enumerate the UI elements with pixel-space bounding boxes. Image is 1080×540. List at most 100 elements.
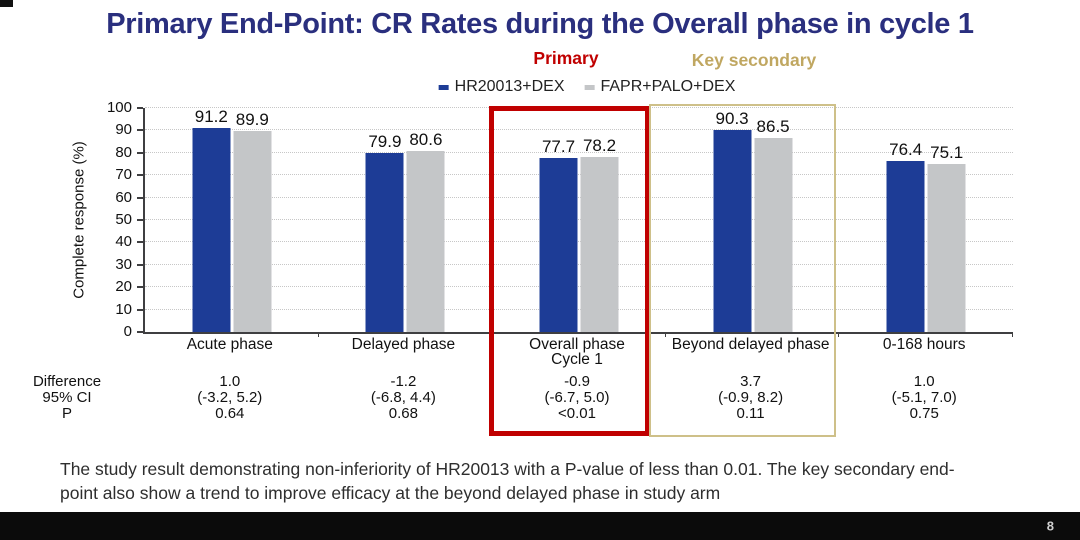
y-tick-label: 0	[123, 323, 132, 340]
footer-bar: 8	[0, 512, 1080, 540]
bar-value-label: 75.1	[930, 142, 964, 162]
legend-label-fapr: FAPR+PALO+DEX	[600, 78, 736, 95]
category-label: 0-168 hours	[883, 337, 966, 353]
bar-group: 79.9 80.6	[365, 130, 445, 332]
bar-column: 91.2	[192, 106, 231, 332]
bar-column: 90.3	[713, 108, 752, 332]
stat-value: (-6.7, 5.0)	[544, 389, 610, 406]
category-label-line: Cycle 1	[551, 351, 603, 368]
bar-column: 86.5	[754, 117, 793, 332]
bar-group: 76.4 75.1	[886, 139, 966, 332]
bar-fapr	[580, 156, 619, 332]
stat-value: 0.64	[215, 405, 245, 422]
stat-value: 0.75	[909, 405, 939, 422]
y-tick-label: 100	[106, 99, 132, 116]
bar-column: 76.4	[886, 139, 925, 332]
chart-legend: HR20013+DEX FAPR+PALO+DEX	[438, 78, 735, 96]
gridline	[145, 308, 1013, 310]
bar-value-label: 91.2	[194, 106, 228, 126]
y-tick-label: 80	[115, 143, 132, 161]
bar-fapr	[927, 163, 966, 332]
bar-value-label: 77.7	[541, 136, 576, 156]
gridline	[145, 241, 1013, 243]
y-tick-mark	[137, 331, 143, 333]
gridline	[145, 219, 1013, 220]
page-number: 8	[1046, 518, 1054, 534]
bar-column: 89.9	[233, 109, 272, 332]
primary-highlight-box	[488, 106, 650, 436]
stat-value: 0.11	[736, 405, 765, 422]
bar-value-label: 89.9	[235, 109, 269, 129]
y-tick-mark	[137, 107, 143, 109]
plot-area: 91.2 89.9 79.9 80.6 77.7 78.2 90.3 86.5 76.4 75.1	[137, 106, 1013, 337]
gridline	[145, 151, 1013, 153]
y-tick-mark	[137, 151, 143, 154]
y-tick-mark	[137, 308, 143, 311]
y-tick-label: 90	[115, 121, 132, 139]
category-label: Overall phase Cycle 1	[529, 336, 625, 368]
bar-value-label: 90.3	[715, 108, 749, 128]
summary-text: The study result demonstrating non-infer…	[60, 459, 955, 503]
legend-item-hr20013: HR20013+DEX	[438, 78, 564, 96]
y-axis-tick-labels: 0 10 20 30 40 50 60 70 80 90 100	[92, 100, 132, 339]
y-tick-mark	[137, 241, 143, 244]
y-tick-label: 50	[115, 211, 132, 228]
y-tick-mark	[137, 219, 143, 221]
y-tick-mark	[137, 129, 143, 132]
legend-marker-gray-icon	[584, 84, 595, 90]
category-label-line: Overall phase	[529, 336, 625, 353]
bar-value-label: 80.6	[409, 130, 443, 150]
x-tick-mark	[317, 332, 319, 337]
gridline	[145, 263, 1013, 265]
y-tick-mark	[137, 263, 143, 266]
category-label: Delayed phase	[352, 337, 455, 353]
stat-value: 1.0	[219, 373, 241, 390]
bar-group: 77.7 78.2	[539, 136, 619, 332]
slide-title: Primary End-Point: CR Rates during the O…	[106, 8, 974, 40]
y-tick-label: 10	[115, 300, 132, 318]
y-tick-mark	[137, 174, 143, 177]
bar-value-label: 76.4	[889, 139, 923, 159]
key-secondary-annotation: Key secondary	[691, 50, 817, 70]
category-label-line: Acute phase	[186, 336, 273, 353]
x-tick-mark	[1012, 332, 1013, 337]
category-label: Beyond delayed phase	[671, 336, 830, 353]
bar-fapr	[233, 130, 272, 332]
stat-row-label: P	[61, 405, 72, 422]
bar-fapr	[754, 138, 793, 332]
stat-value: 1.0	[913, 373, 935, 390]
stat-value: (-6.8, 4.4)	[370, 389, 436, 406]
y-tick-mark	[137, 196, 143, 199]
bar-hr20013	[886, 160, 925, 332]
y-axis-title: Complete response (%)	[70, 141, 88, 299]
stat-value: -0.9	[564, 373, 590, 390]
category-label-line: Beyond delayed phase	[671, 336, 830, 353]
bar-value-label: 79.9	[368, 132, 402, 152]
legend-item-fapr: FAPR+PALO+DEX	[584, 78, 735, 96]
category-label: Acute phase	[186, 336, 273, 353]
bar-hr20013	[192, 127, 231, 332]
bar-column: 79.9	[365, 132, 404, 332]
y-tick-label: 20	[115, 278, 132, 296]
bar-fapr	[406, 151, 445, 332]
y-tick-mark	[137, 286, 143, 289]
x-tick-mark	[838, 332, 840, 337]
bar-column: 77.7	[539, 136, 578, 332]
stat-value: (-5.1, 7.0)	[891, 389, 957, 406]
x-axis-labels: Acute phase Delayed phase Overall phase Cyc…	[143, 337, 1011, 369]
bar-column: 75.1	[927, 142, 966, 332]
stat-row-label: 95% CI	[42, 389, 92, 406]
stat-value: -1.2	[390, 373, 417, 390]
stat-value: (-3.2, 5.2)	[197, 389, 263, 406]
bar-group: 91.2 89.9	[192, 106, 272, 332]
stat-value: (-0.9, 8.2)	[718, 389, 784, 406]
y-tick-label: 70	[115, 166, 132, 184]
legend-marker-blue-icon	[438, 84, 449, 90]
stat-value: <0.01	[558, 405, 596, 422]
gridline	[145, 174, 1013, 176]
stat-value: 3.7	[740, 373, 762, 390]
bar-group: 90.3 86.5	[713, 108, 793, 332]
bar-column: 78.2	[580, 136, 619, 332]
bar-hr20013	[713, 129, 752, 332]
